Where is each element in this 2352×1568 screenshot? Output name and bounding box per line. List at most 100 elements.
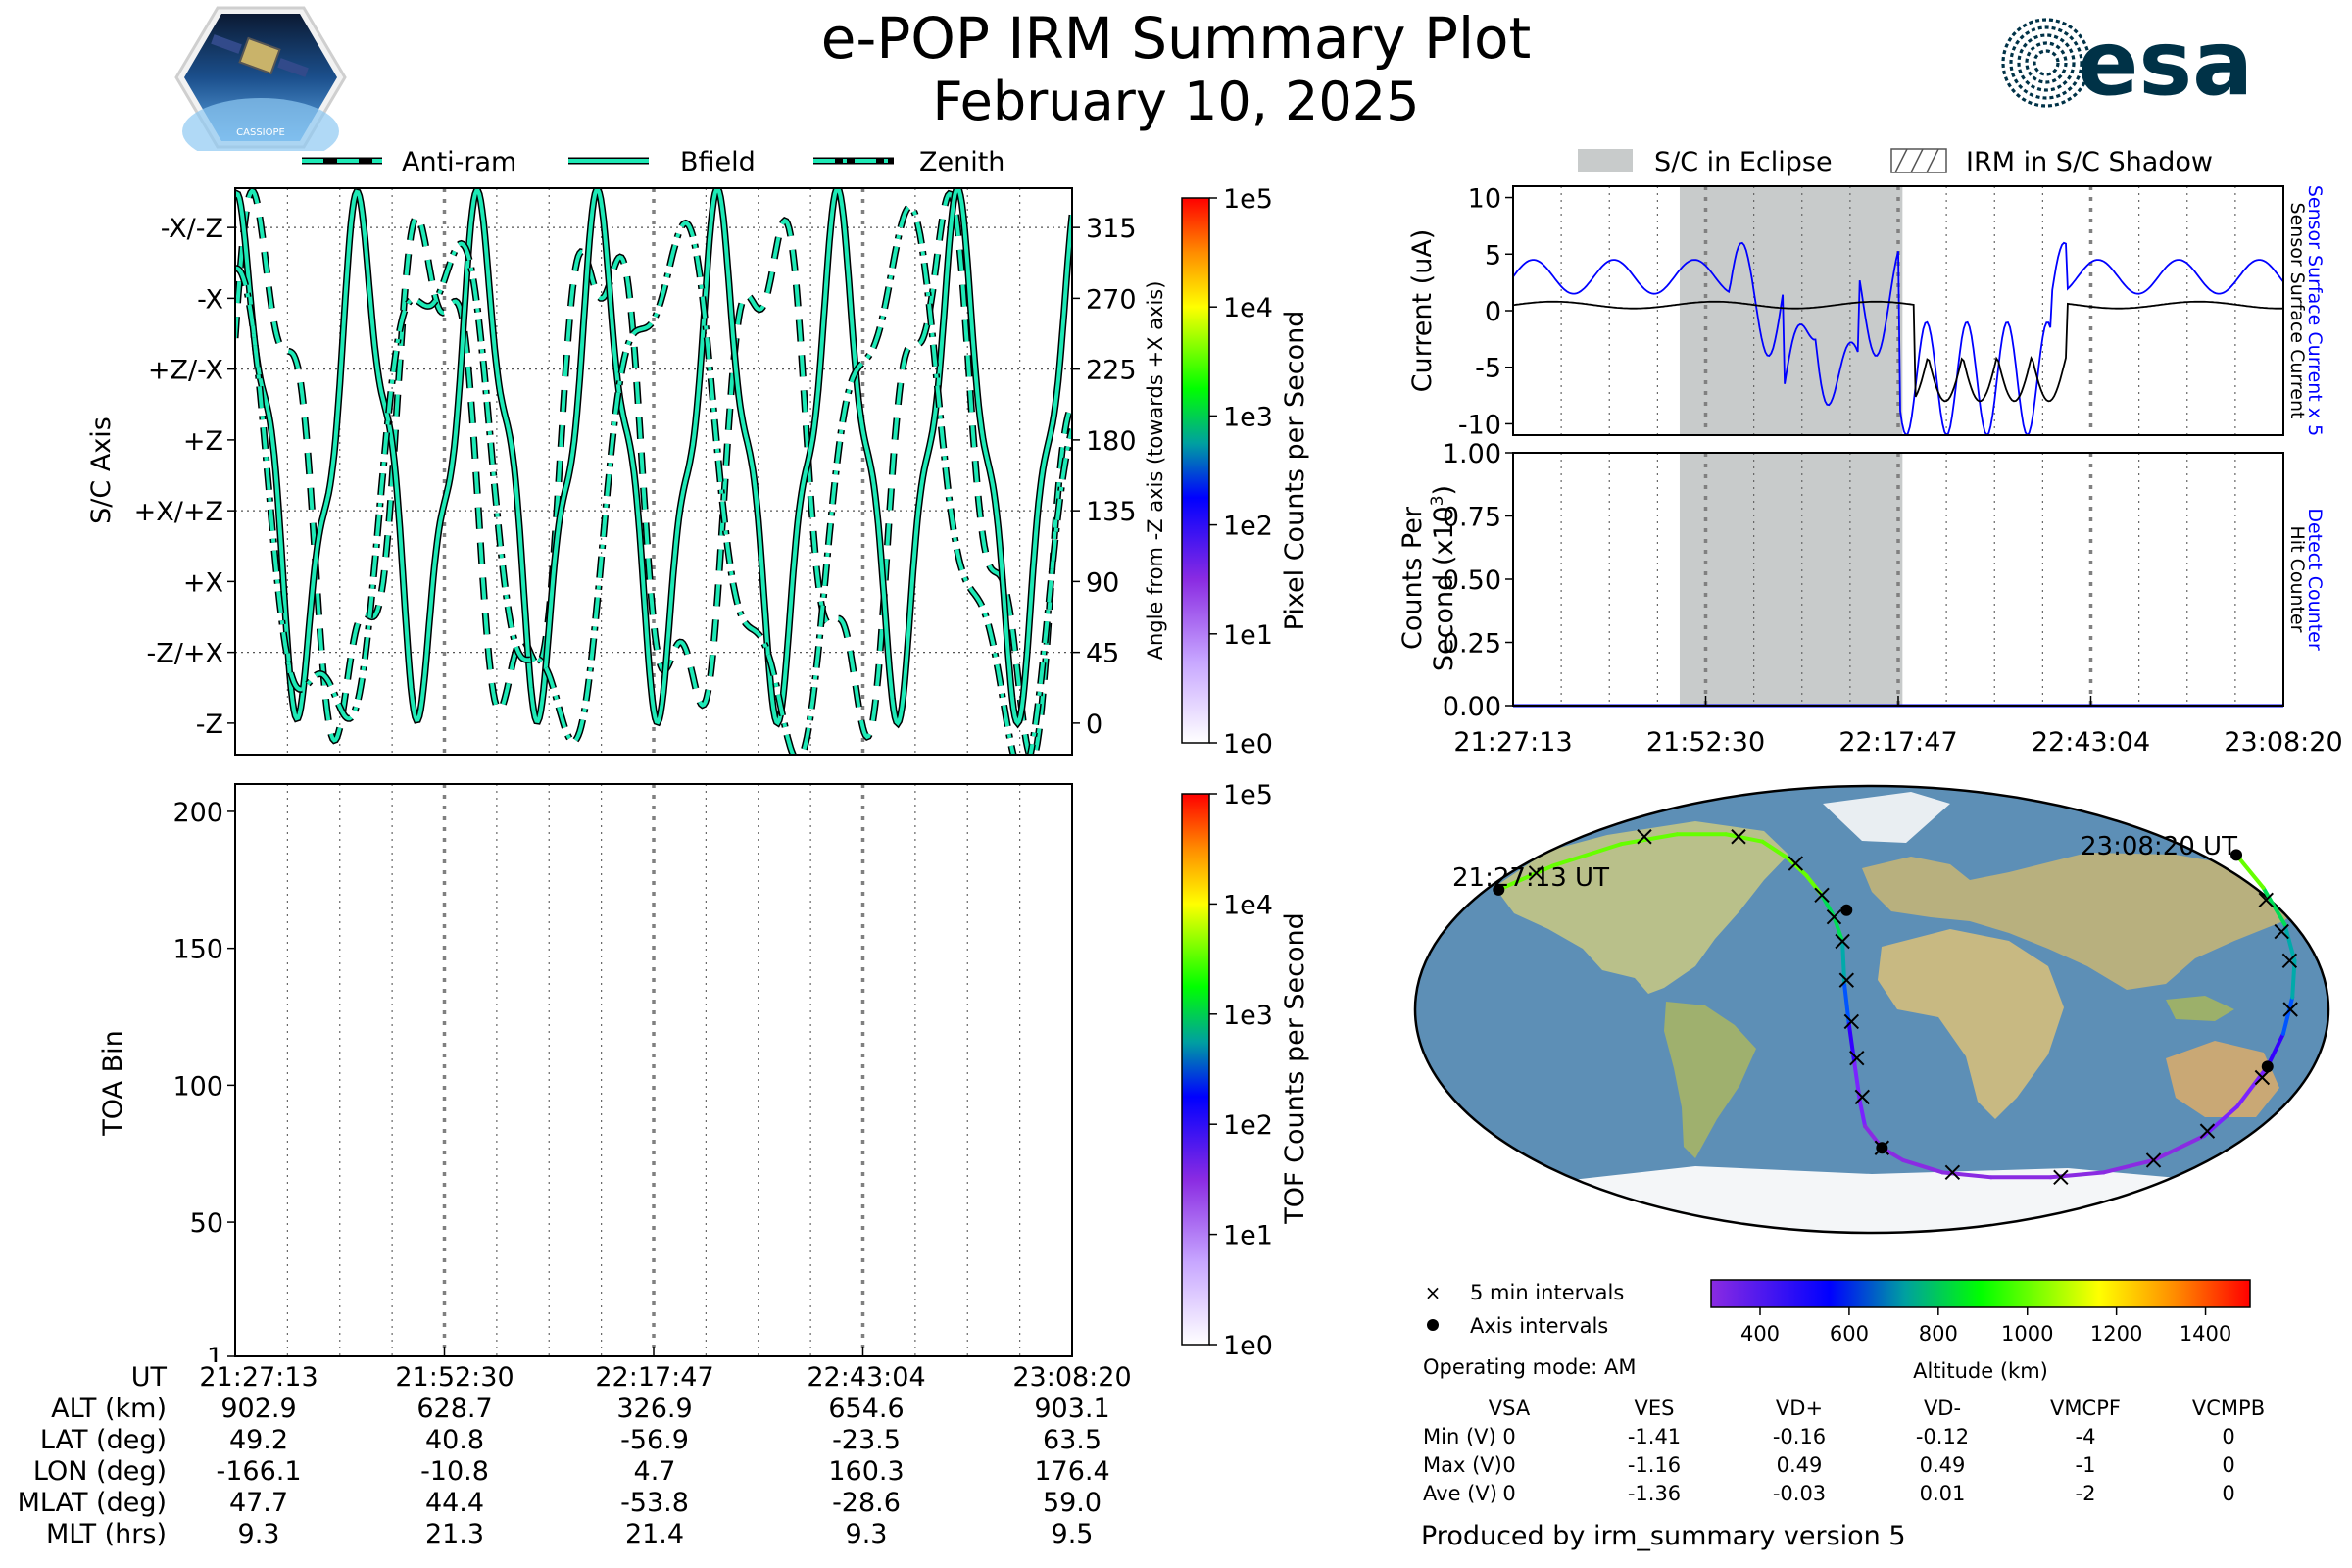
map-legend: × 5 min intervals Axis intervals 400 600 8…	[1425, 1279, 2251, 1383]
track-segment	[2201, 1104, 2239, 1139]
altitude-colorbar-label: Altitude (km)	[1913, 1359, 2048, 1383]
table-row-label: LAT (deg)	[39, 1425, 167, 1455]
table-cell: -166.1	[216, 1456, 302, 1487]
axis-mark	[1876, 1142, 1888, 1154]
sc-axis-label: +Z	[183, 426, 223, 457]
counts-chart: 1.00 0.75 0.50 0.25 0.00 21:27:13 21:52:30 22:…	[1397, 441, 2343, 758]
table-cell: 903.1	[1034, 1394, 1110, 1424]
table-row-label: MLAT (deg)	[17, 1488, 167, 1518]
altitude-colorbar	[1710, 1279, 2251, 1308]
counts-right-label-1: Detect Counter	[2304, 508, 2326, 651]
sc-axis-label: -X/-Z	[161, 214, 223, 244]
table-cell: 628.7	[416, 1394, 493, 1424]
five-min-mark	[2282, 1002, 2298, 1017]
table-row-label: UT	[130, 1362, 167, 1393]
five-min-mark	[2199, 1123, 2216, 1139]
sensor-current-x5-line	[1513, 241, 2283, 435]
five-min-mark	[1944, 1164, 1961, 1181]
sc-axis-label: -Z/+X	[147, 639, 223, 669]
counts-tick-label: 1.00	[1443, 441, 1501, 469]
table-cell: 21:52:30	[395, 1362, 514, 1393]
colorbar-tick-label: 1e2	[1223, 512, 1273, 542]
angle-tick-label: 180	[1086, 426, 1137, 457]
esa-logo-icon: esa	[2001, 14, 2253, 116]
table-cell: 21.3	[424, 1519, 485, 1549]
voltage-cell: -0.03	[1772, 1482, 1827, 1505]
current-tick-label: 10	[1468, 184, 1501, 215]
table-cell: 176.4	[1034, 1456, 1110, 1487]
table-cell: 9.3	[845, 1519, 888, 1549]
five-min-mark	[2274, 923, 2289, 940]
colorbar-tick-label: 1e2	[1223, 1110, 1273, 1141]
cassiope-badge-icon: CASSIOPE	[174, 6, 347, 151]
voltage-header: VCMPB	[2191, 1396, 2266, 1420]
current-chart: 10 5 0 -5 -10 Current (uA) Sensor Surface Cu…	[1407, 184, 2326, 441]
voltage-cell: 0	[2222, 1453, 2235, 1477]
table-cell: -10.8	[420, 1456, 489, 1487]
sensor-current-line	[1513, 300, 2283, 403]
table-cell: 654.6	[828, 1394, 905, 1424]
voltage-cell: 0	[2222, 1425, 2235, 1448]
track-segment	[1619, 832, 1680, 847]
voltage-cell: -0.16	[1772, 1425, 1827, 1448]
counts-tick-label: 0.75	[1443, 503, 1501, 533]
time-tick-label: 21:27:13	[1453, 727, 1572, 758]
table-cell: 326.9	[616, 1394, 693, 1424]
voltage-table: VSA VES VD+ VD- VMCPF VCMPB Min (V) 0 -1.41 -0.16…	[1411, 1396, 2313, 1514]
track-segment	[1900, 1157, 1945, 1175]
angle-tick-label: 90	[1086, 567, 1119, 598]
sc-axis-label: +X/+Z	[134, 497, 223, 527]
track-segment	[1852, 1060, 1862, 1104]
map-border	[1413, 784, 2330, 1235]
eclipse-swatch	[1578, 149, 1633, 172]
five-min-mark	[1637, 829, 1652, 845]
angle-tick-label: 45	[1086, 639, 1119, 669]
altitude-tick-label: 1400	[2180, 1322, 2231, 1346]
legend-5min-label: 5 min intervals	[1470, 1281, 1624, 1304]
voltage-header: VSA	[1488, 1396, 1531, 1420]
voltage-cell: -0.12	[1915, 1425, 1970, 1448]
voltage-row-label: Max (V)	[1423, 1453, 1502, 1477]
voltage-cell: -2	[2075, 1482, 2096, 1505]
track-segment	[2290, 958, 2297, 1000]
operating-mode: Operating mode: AM	[1423, 1355, 1637, 1379]
track-segment	[2265, 1031, 2285, 1069]
toa-tick-label: 50	[190, 1208, 223, 1239]
voltage-cell: -4	[2075, 1425, 2096, 1448]
table-row-label: LON (deg)	[32, 1456, 167, 1487]
time-tick-label: 22:17:47	[1838, 727, 1957, 758]
legend-bfield: Bfield	[568, 147, 756, 177]
track-segment	[1786, 857, 1809, 878]
five-min-mark	[1826, 908, 1842, 925]
table-row-label: MLT (hrs)	[45, 1519, 167, 1549]
track-segment	[2280, 995, 2295, 1036]
track-segment	[2282, 922, 2297, 963]
counts-tick-label: 0.00	[1443, 692, 1501, 722]
colorbar-tick-label: 1e3	[1223, 1001, 1273, 1031]
table-cell: 22:43:04	[807, 1362, 926, 1393]
five-min-mark	[2281, 953, 2298, 969]
counts-right-label-2: Hit Counter	[2286, 526, 2308, 633]
five-min-mark	[1838, 972, 1855, 988]
table-cell: 49.2	[228, 1425, 289, 1455]
five-min-mark	[1849, 1050, 1865, 1066]
five-min-mark	[1814, 887, 1830, 904]
toa-ylabel: TOA Bin	[98, 1030, 128, 1136]
toa-tick-label: 150	[172, 935, 223, 965]
eclipse-band	[1679, 186, 1903, 435]
voltage-cell: -1.16	[1627, 1453, 1682, 1477]
esa-wordmark: esa	[2078, 14, 2253, 116]
current-right-label-1: Sensor Surface Current x 5	[2304, 185, 2326, 436]
table-cell: 160.3	[828, 1456, 905, 1487]
track-segment	[1760, 839, 1790, 861]
colorbar-tick-label: 1e5	[1223, 184, 1273, 215]
colorbar-tick-label: 1e0	[1223, 1331, 1273, 1361]
table-cell: -53.8	[620, 1488, 689, 1518]
axis-mark	[2261, 1060, 2274, 1073]
counts-tick-label: 0.25	[1443, 629, 1501, 660]
table-cell: 22:17:47	[595, 1362, 714, 1393]
table-cell: 902.9	[220, 1394, 297, 1424]
voltage-cell: 0.49	[1776, 1453, 1823, 1477]
colorbar-tick-label: 1e4	[1223, 293, 1273, 323]
